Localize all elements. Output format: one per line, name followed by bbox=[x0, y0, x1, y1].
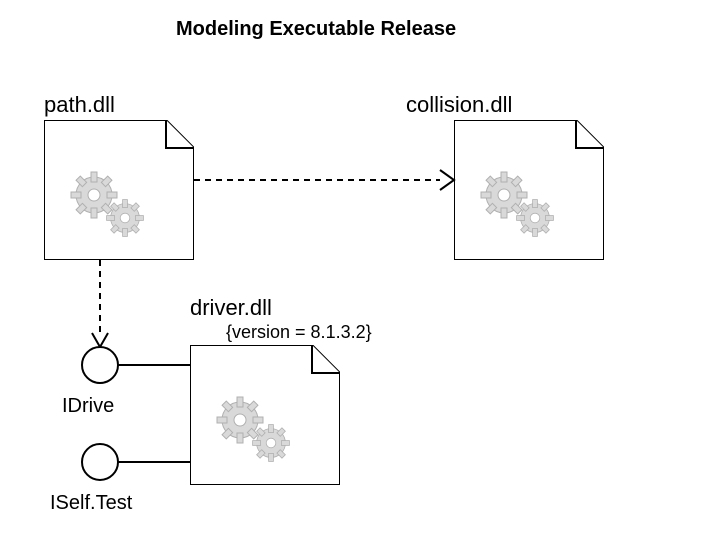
interface-label-iselftest: ISelf.Test bbox=[50, 492, 132, 515]
interface-iselftest-lollipop bbox=[0, 0, 720, 540]
